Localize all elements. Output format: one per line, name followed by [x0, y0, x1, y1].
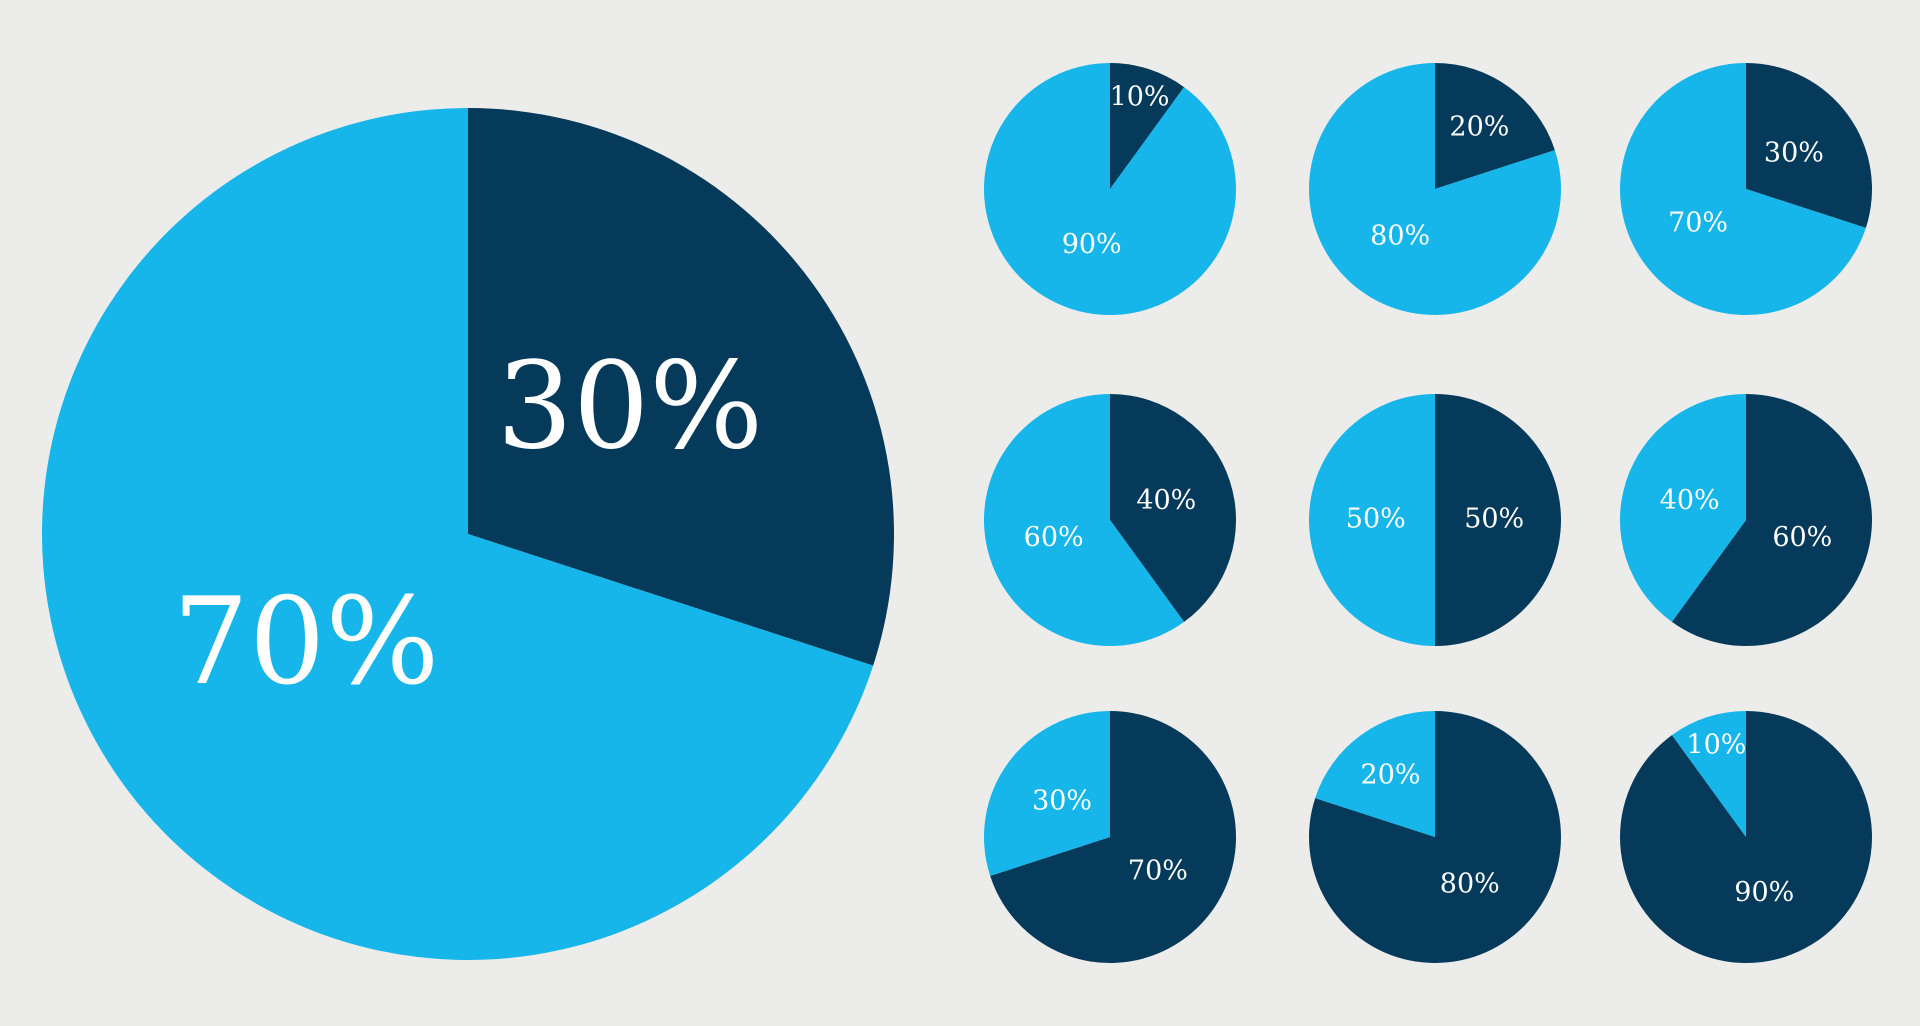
dark-slice: [1435, 394, 1561, 646]
light-slice: [41, 108, 874, 961]
small-pie-chart-6: 60% 40%: [1620, 394, 1873, 646]
light-slice: [1620, 394, 1746, 622]
small-pie-chart-9: 90% 10%: [1620, 711, 1873, 963]
slice-percent-label: 70%: [1668, 207, 1728, 238]
slice-percent-label: 10%: [1110, 81, 1170, 112]
slice-percent-label: 30%: [1764, 138, 1824, 169]
slice-percent-label: 10%: [1686, 729, 1746, 760]
slice-percent-label: 50%: [1464, 504, 1524, 535]
light-slice: [1315, 711, 1435, 837]
small-pie-chart-3: 30% 70%: [1620, 63, 1873, 315]
small-pie-chart-8: 80% 20%: [1309, 711, 1562, 964]
small-pie-chart-7: 70% 30%: [983, 711, 1236, 964]
dark-slice: [990, 711, 1236, 964]
light-slice: [1309, 63, 1561, 315]
slice-percent-label: 90%: [1734, 877, 1794, 908]
dark-slice: [1110, 394, 1236, 622]
slice-percent-label: 70%: [173, 573, 440, 712]
light-slice: [983, 63, 1236, 315]
dark-slice: [468, 108, 894, 666]
light-slice: [1620, 63, 1866, 315]
small-pie-chart-1: 10% 90%: [983, 63, 1236, 315]
slice-percent-label: 40%: [1660, 485, 1720, 516]
main-pie-chart: 30% 70%: [41, 108, 894, 961]
slice-percent-label: 80%: [1370, 220, 1430, 251]
dark-slice: [1671, 394, 1873, 646]
light-slice: [1671, 711, 1746, 837]
small-pie-chart-4: 40% 60%: [983, 394, 1236, 646]
dark-slice: [1746, 63, 1873, 228]
small-pie-chart-2: 20% 80%: [1309, 63, 1561, 315]
small-pie-chart-5: 50% 50%: [1309, 394, 1561, 646]
slice-percent-label: 60%: [1024, 522, 1084, 553]
slice-percent-label: 60%: [1772, 522, 1832, 553]
slice-percent-label: 30%: [497, 337, 764, 476]
slice-percent-label: 80%: [1440, 868, 1500, 899]
dark-slice: [1435, 63, 1555, 189]
slice-percent-label: 70%: [1128, 855, 1188, 886]
pie-charts-group: 30%70%10%90%20%80%30%70%40%60%50%50%60%4…: [41, 63, 1873, 964]
light-slice: [1309, 394, 1435, 646]
light-slice: [983, 711, 1110, 876]
slice-percent-label: 90%: [1062, 229, 1122, 260]
slice-percent-label: 50%: [1346, 504, 1406, 535]
slice-percent-label: 40%: [1136, 485, 1196, 516]
slice-percent-label: 30%: [1032, 786, 1092, 817]
slice-percent-label: 20%: [1361, 759, 1421, 790]
light-slice: [983, 394, 1185, 646]
slice-percent-label: 20%: [1449, 111, 1509, 142]
dark-slice: [1110, 63, 1185, 189]
